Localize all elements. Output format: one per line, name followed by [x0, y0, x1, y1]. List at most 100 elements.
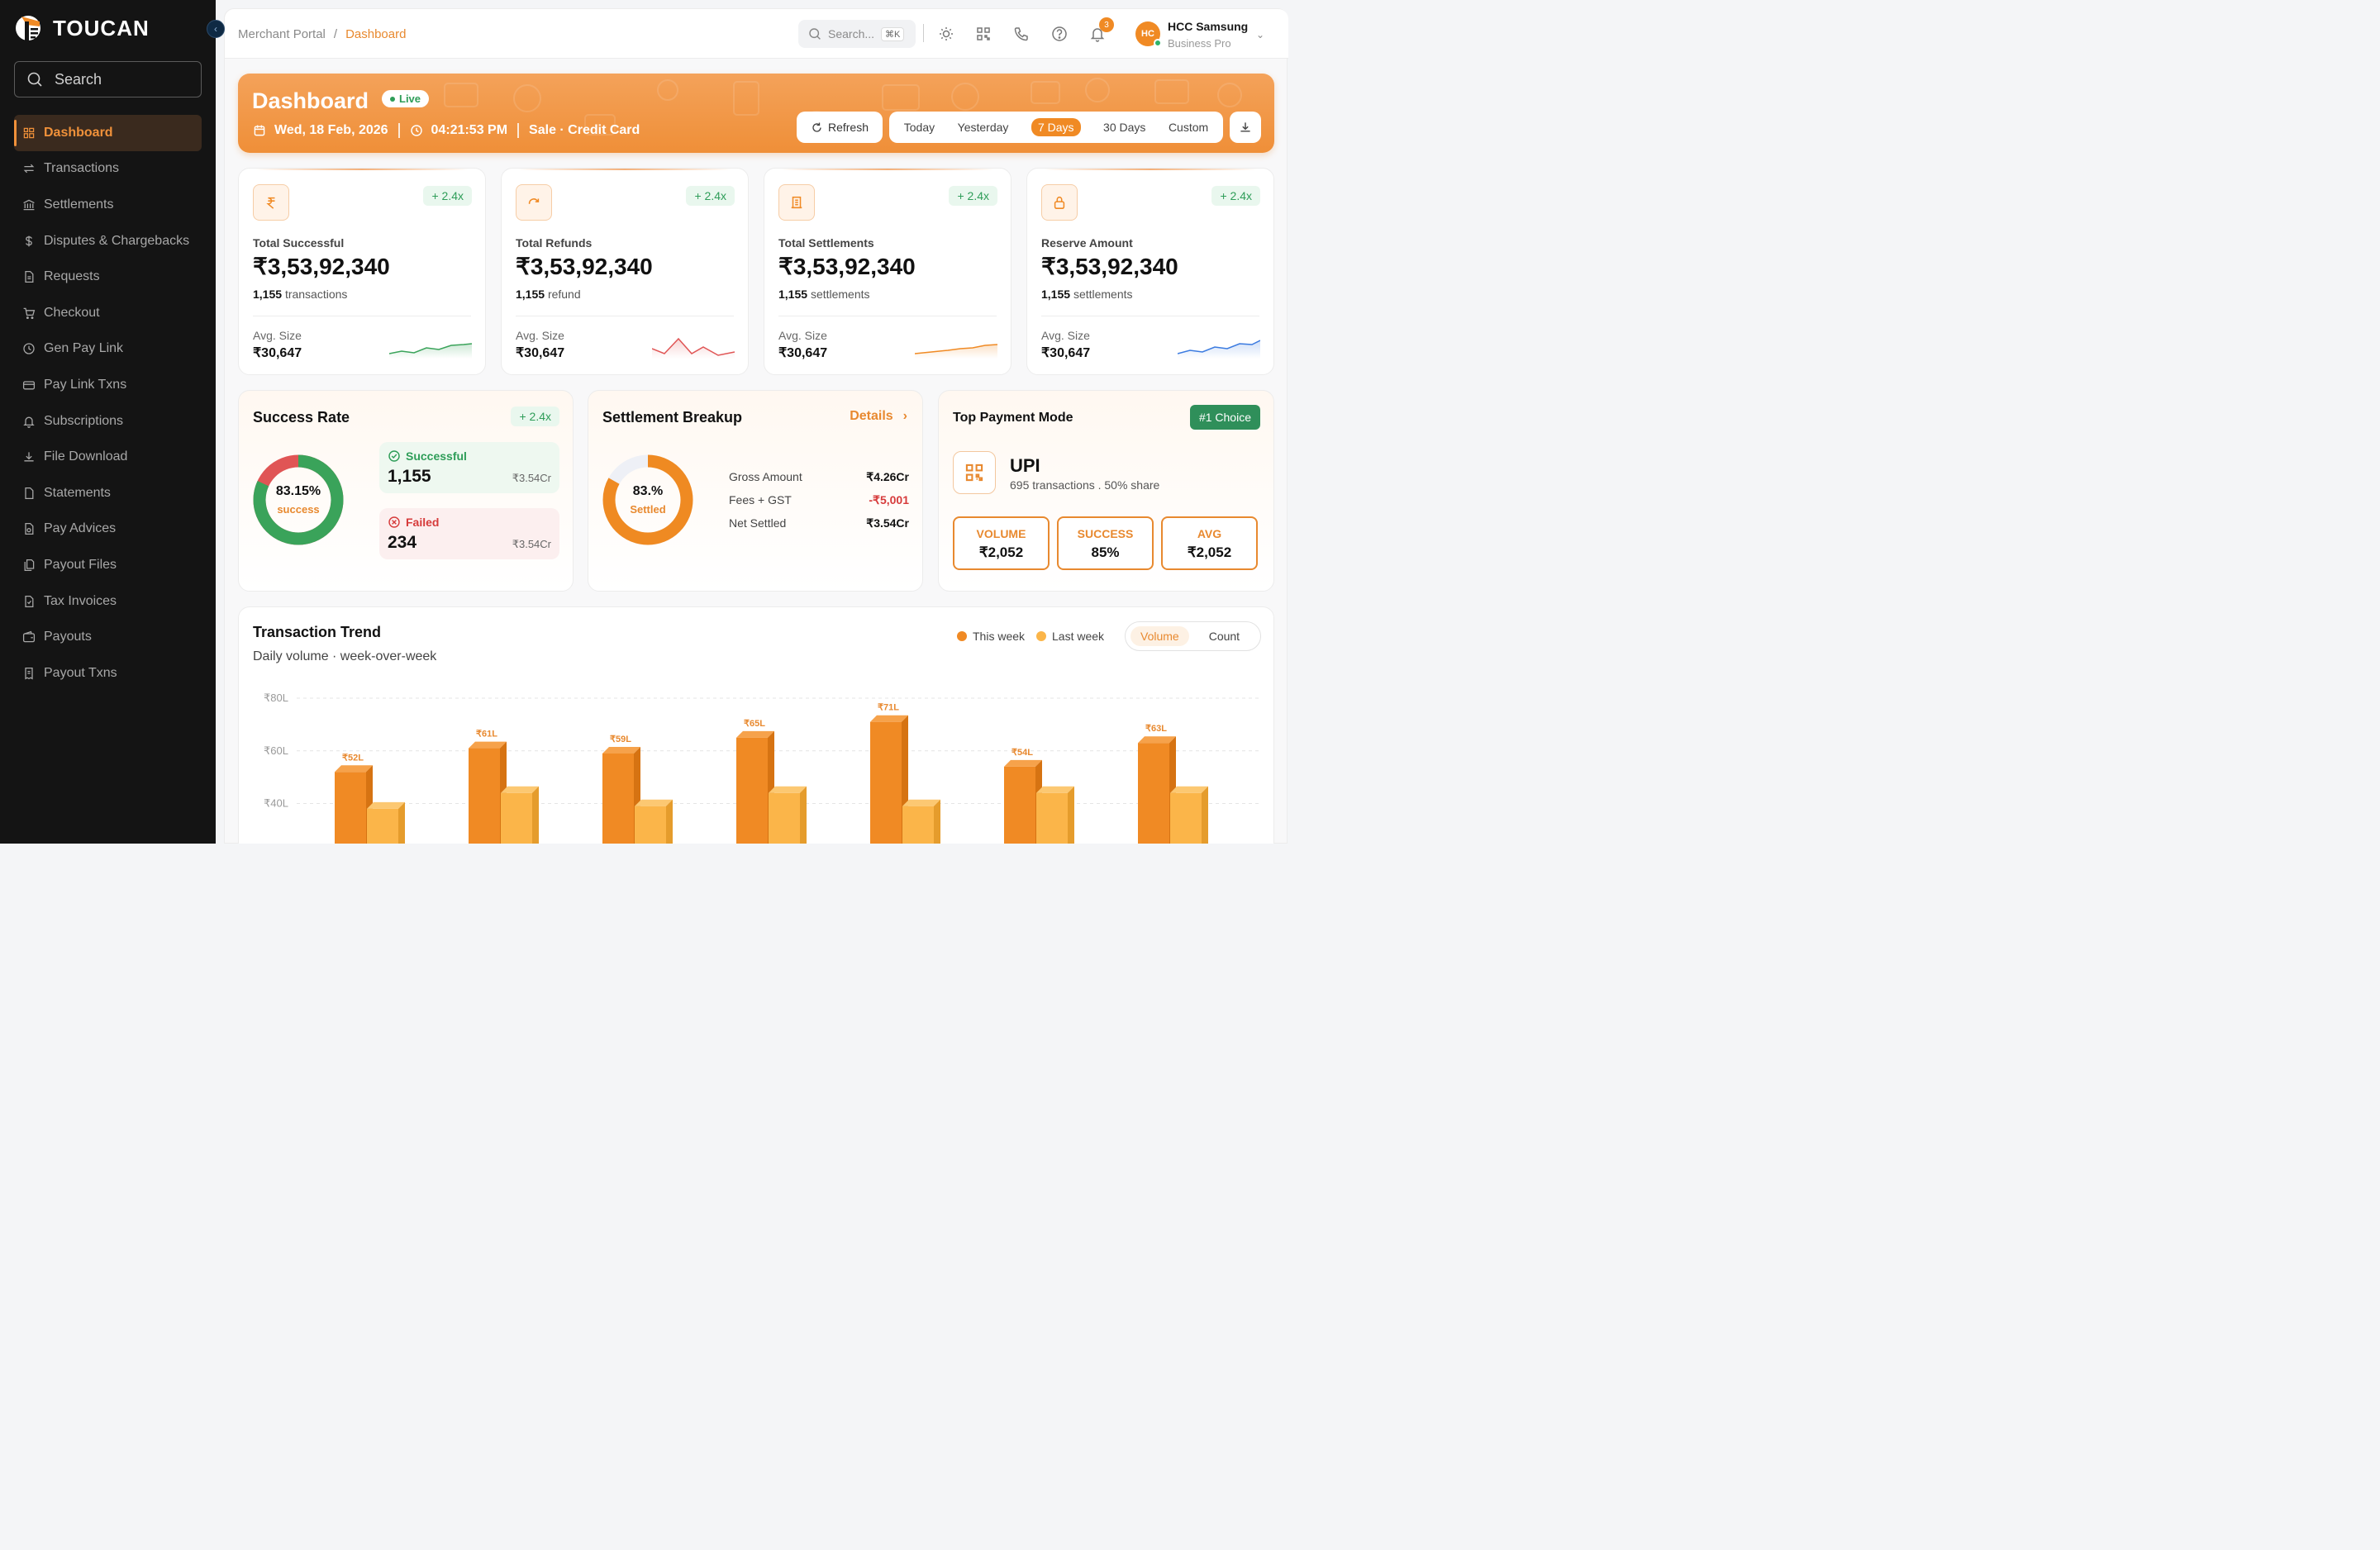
sidebar-item-label: Settlements	[44, 197, 114, 212]
successful-summary[interactable]: Successful 1,155 ₹3.54Cr	[379, 442, 559, 493]
download-button[interactable]	[1230, 112, 1261, 143]
bar-front	[1170, 792, 1202, 844]
rupee-icon	[266, 197, 275, 209]
range-option-today[interactable]: Today	[903, 121, 935, 134]
range-option-7-days[interactable]: 7 Days	[1031, 118, 1081, 136]
breakup-value: ₹3.54Cr	[866, 516, 909, 530]
sidebar-item-payouts[interactable]: Payouts	[14, 619, 202, 655]
sidebar-item-label: Pay Link Txns	[44, 377, 127, 392]
bar-front	[1004, 766, 1035, 844]
sidebar-search-input[interactable]: Search	[14, 61, 202, 97]
stat-unit: settlements	[1073, 288, 1133, 301]
sidebar-item-payout-txns[interactable]: Payout Txns	[14, 655, 202, 692]
bar-top	[501, 786, 539, 793]
receipt-icon	[25, 667, 33, 680]
qr-code-icon[interactable]	[975, 26, 992, 42]
top-payment-mode-title: Top Payment Mode	[953, 411, 1073, 425]
sidebar-item-gen-pay-link[interactable]: Gen Pay Link	[14, 331, 202, 368]
arrows-icon	[23, 164, 35, 174]
bar-last-week[interactable]	[367, 801, 405, 844]
phone-icon[interactable]	[1013, 26, 1030, 42]
chevron-right-icon: ›	[902, 409, 907, 423]
settlement-details-link[interactable]: Details ›	[850, 409, 907, 424]
breakup-row: Net Settled ₹3.54Cr	[729, 516, 909, 530]
stat-card-reserve-amount[interactable]: + 2.4x Reserve Amount ₹3,53,92,340 1,155 se…	[1026, 168, 1274, 375]
stat-card-total-settlements[interactable]: + 2.4x Total Settlements ₹3,53,92,340 1,155…	[764, 168, 1011, 375]
sidebar-item-pay-advices[interactable]: Pay Advices	[14, 511, 202, 548]
sidebar-item-payout-files[interactable]: Payout Files	[14, 547, 202, 583]
sidebar-item-transactions[interactable]: Transactions	[14, 151, 202, 188]
donut-segment	[253, 454, 344, 545]
metric-value: ₹2,052	[1187, 544, 1232, 560]
sidebar-item-subscriptions[interactable]: Subscriptions	[14, 403, 202, 440]
donut-segment	[602, 454, 693, 545]
sidebar-item-label: Disputes & Chargebacks	[44, 233, 190, 248]
sidebar-item-settlements[interactable]: Settlements	[14, 187, 202, 223]
sidebar-item-label: Tax Invoices	[44, 593, 117, 608]
sidebar-collapse-button[interactable]: ‹	[207, 20, 225, 38]
bar-last-week[interactable]	[635, 799, 673, 844]
bar-this-week[interactable]	[602, 746, 640, 844]
bar-last-week[interactable]	[902, 799, 940, 844]
failed-summary[interactable]: Failed 234 ₹3.54Cr	[379, 508, 559, 559]
bar-last-week[interactable]	[501, 786, 539, 844]
user-name[interactable]: HCC Samsung	[1168, 20, 1249, 33]
top-search-input[interactable]: Search... ⌘K	[798, 20, 916, 48]
stat-card-total-successful[interactable]: + 2.4x Total Successful ₹3,53,92,340 1,155 …	[238, 168, 486, 375]
toucan-logo-icon	[16, 16, 40, 41]
user-avatar[interactable]: HC	[1135, 21, 1160, 46]
search-shortcut: ⌘K	[881, 26, 905, 41]
stat-label: Total Successful	[253, 236, 345, 250]
breakup-row: Gross Amount ₹4.26Cr	[729, 470, 909, 484]
transaction-trend-chart: ₹80L ₹60L ₹40L ₹52L ₹61L ₹59L ₹65L ₹71L ₹54L ₹63L	[264, 692, 1261, 844]
refresh-button[interactable]: Refresh	[797, 112, 883, 143]
sidebar-item-tax-invoices[interactable]: Tax Invoices	[14, 583, 202, 620]
toggle-volume[interactable]: Volume	[1130, 626, 1189, 646]
sidebar-item-pay-link-txns[interactable]: Pay Link Txns	[14, 367, 202, 403]
sidebar-item-statements[interactable]: Statements	[14, 475, 202, 511]
user-role: Business Pro	[1168, 37, 1231, 50]
hero-time: 04:21:53 PM	[431, 123, 508, 137]
sun-icon[interactable]	[938, 26, 954, 42]
range-option-yesterday[interactable]: Yesterday	[957, 121, 1009, 134]
toggle-count[interactable]: Count	[1208, 630, 1240, 643]
sidebar-item-label: Payout Txns	[44, 665, 117, 680]
stat-icon-box	[253, 184, 289, 221]
bar-last-week[interactable]	[1170, 786, 1208, 844]
sidebar-item-file-download[interactable]: File Download	[14, 439, 202, 475]
notification-bell-icon[interactable]	[1089, 26, 1106, 42]
sidebar-item-requests[interactable]: Requests	[14, 259, 202, 295]
bar-last-week[interactable]	[769, 786, 807, 844]
breadcrumb-item-portal[interactable]: Merchant Portal	[238, 27, 326, 41]
bell-icon	[23, 416, 35, 428]
range-option-30-days[interactable]: 30 Days	[1103, 121, 1146, 134]
legend-this-week[interactable]: This week	[957, 630, 1025, 643]
breadcrumb: Merchant Portal / Dashboard	[238, 27, 406, 41]
trend-title: Transaction Trend	[253, 624, 382, 640]
settlement-donut	[602, 454, 693, 545]
sidebar-item-label: Gen Pay Link	[44, 341, 124, 356]
range-option-custom[interactable]: Custom	[1168, 121, 1209, 134]
x-circle-icon	[388, 516, 400, 528]
bar-top	[469, 741, 507, 749]
y-tick-label: ₹60L	[264, 744, 288, 757]
sparkline-area	[652, 339, 735, 359]
brand-logo[interactable]: TOUCAN	[15, 13, 150, 43]
success-rate-card: Success Rate + 2.4x 83.15% success Succe…	[238, 390, 574, 592]
stat-count-line: 1,155 settlements	[778, 288, 870, 301]
sidebar-item-checkout[interactable]: Checkout	[14, 295, 202, 331]
online-status-dot	[1154, 39, 1162, 47]
sidebar-item-disputes-chargebacks[interactable]: Disputes & Chargebacks	[14, 223, 202, 259]
bar-this-week[interactable]	[870, 715, 908, 844]
help-icon[interactable]	[1051, 26, 1068, 42]
sidebar-item-dashboard[interactable]: Dashboard	[14, 115, 202, 151]
legend-swatch	[1036, 631, 1046, 641]
stat-change-badge: + 2.4x	[949, 186, 997, 206]
bar-last-week[interactable]	[1036, 786, 1074, 844]
bar-top	[902, 799, 940, 806]
stat-icon-box	[778, 184, 815, 221]
stat-card-total-refunds[interactable]: + 2.4x Total Refunds ₹3,53,92,340 1,155 ref…	[501, 168, 749, 375]
chevron-down-icon[interactable]: ⌄	[1256, 29, 1265, 40]
legend-last-week[interactable]: Last week	[1036, 630, 1104, 643]
sparkline	[389, 343, 472, 359]
